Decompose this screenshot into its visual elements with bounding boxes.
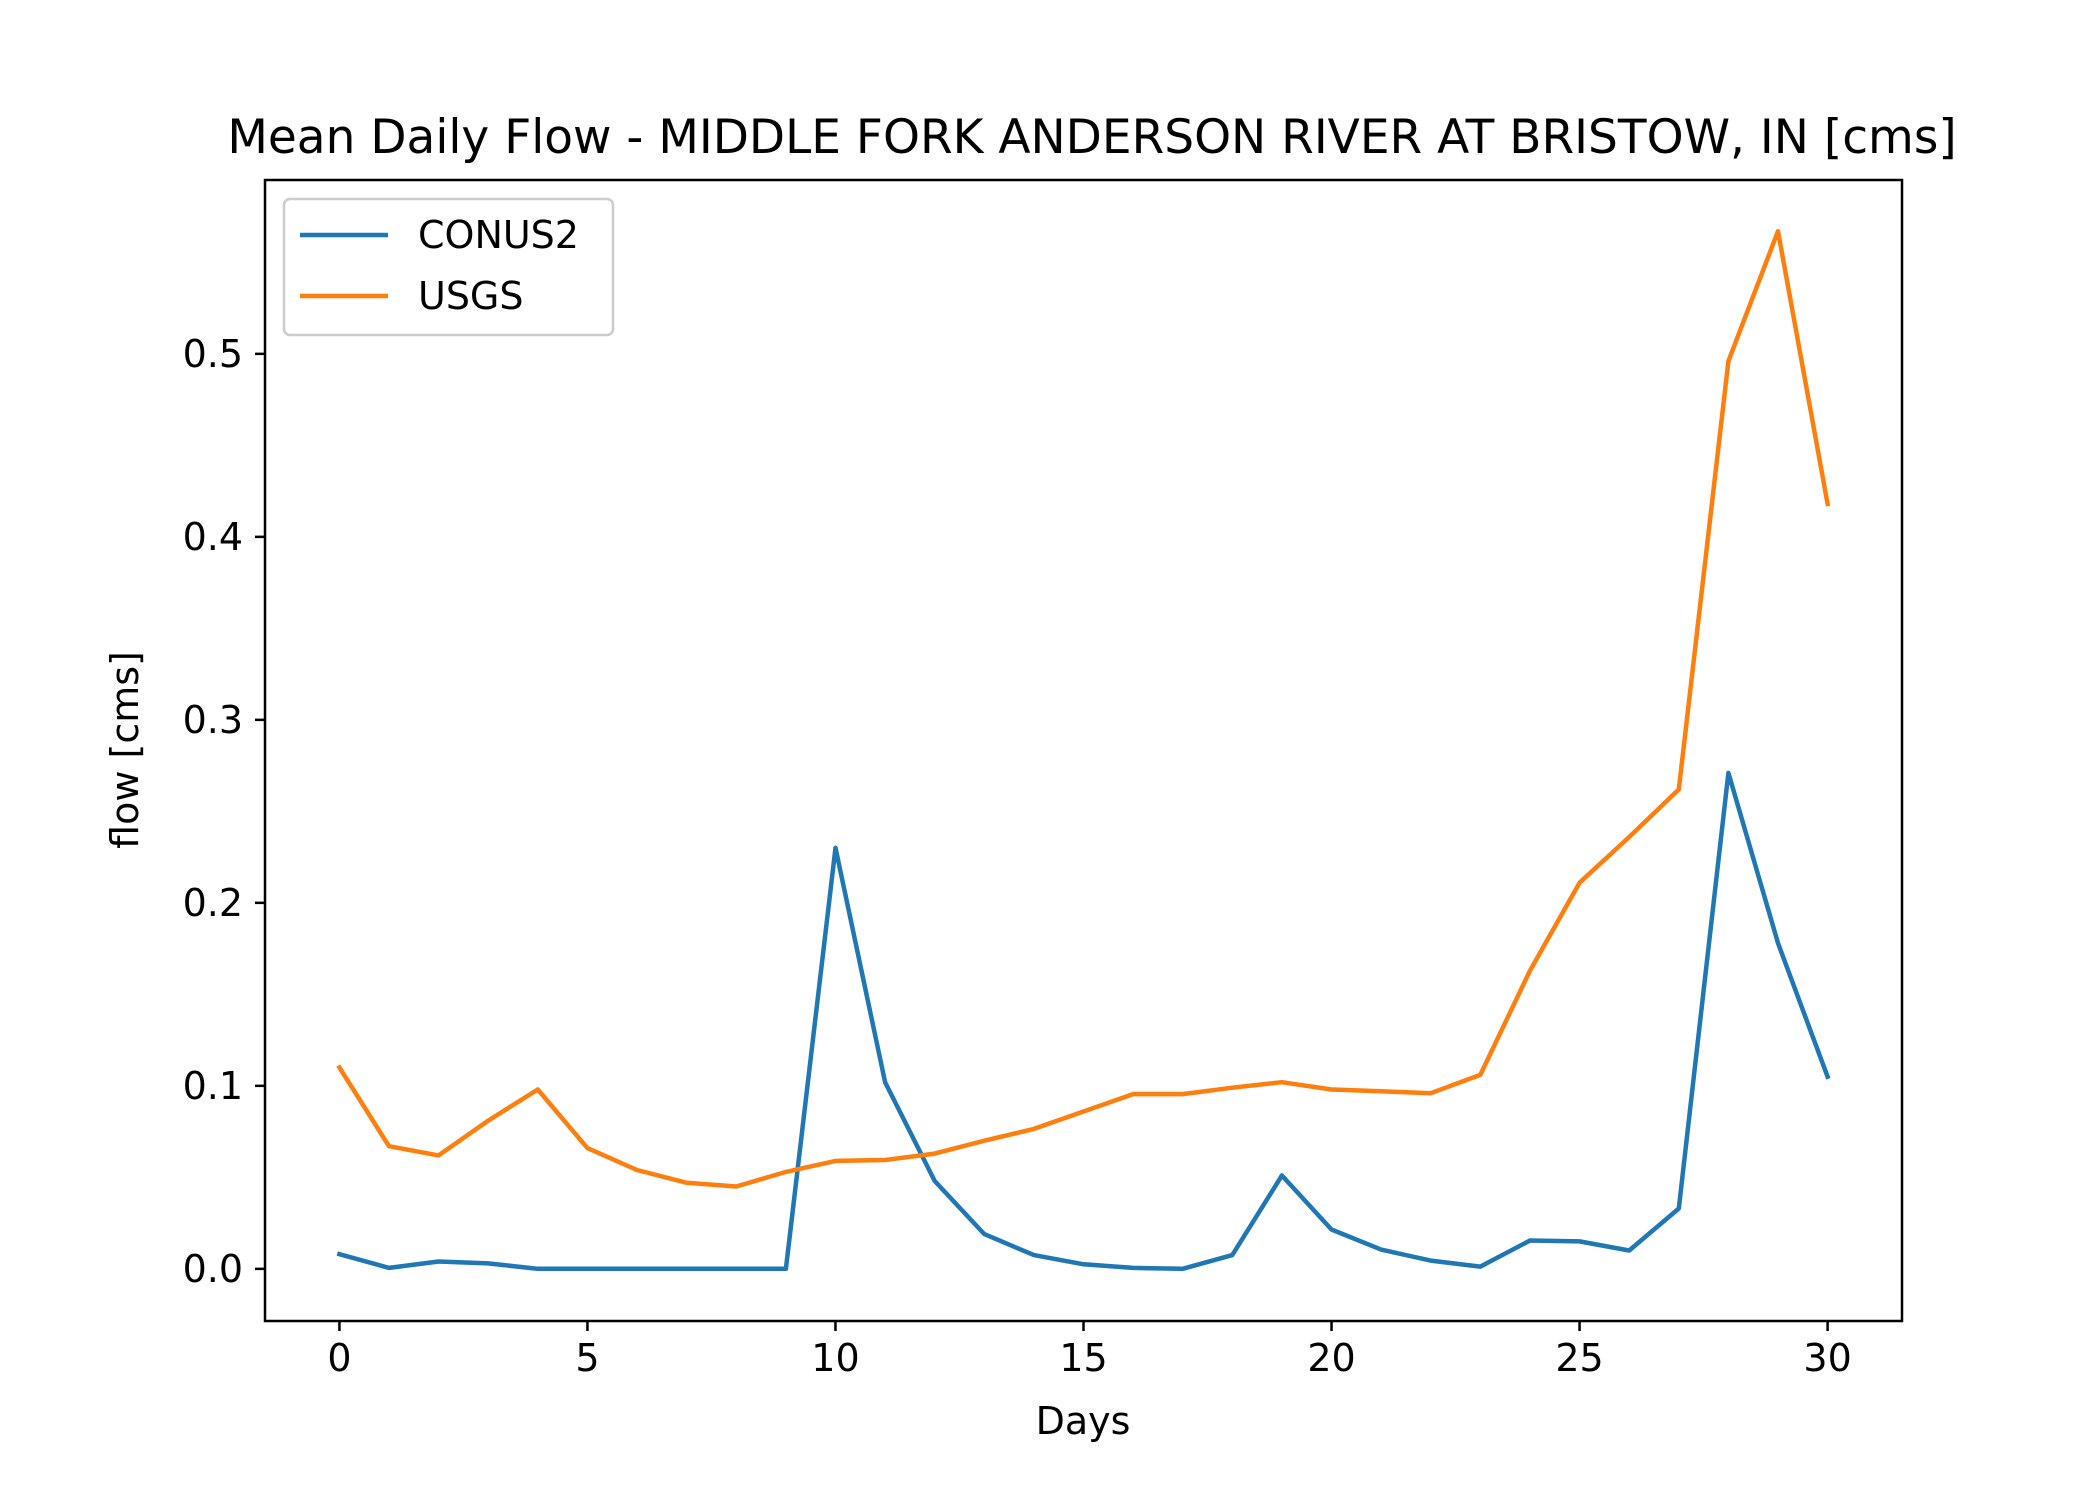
y-tick-label: 0.1 <box>183 1064 243 1108</box>
plot-frame <box>263 178 1904 1323</box>
x-tick-label: 15 <box>1059 1336 1107 1380</box>
series-layer <box>336 228 1831 1272</box>
x-axis-label: Days <box>1036 1399 1131 1443</box>
y-tick-label: 0.0 <box>183 1247 243 1291</box>
x-tick-label: 20 <box>1307 1336 1355 1380</box>
legend: CONUS2 USGS <box>282 197 615 337</box>
y-tick-label: 0.3 <box>183 698 243 742</box>
y-axis-ticks: 0.0 0.1 0.2 0.3 0.4 0.5 <box>183 332 265 1291</box>
x-tick-label: 0 <box>327 1336 351 1380</box>
x-tick-label: 5 <box>575 1336 599 1380</box>
chart-title: Mean Daily Flow - MIDDLE FORK ANDERSON R… <box>227 110 1956 165</box>
legend-label-conus2: CONUS2 <box>418 213 579 257</box>
legend-label-usgs: USGS <box>418 274 524 318</box>
x-tick-label: 25 <box>1555 1336 1603 1380</box>
series-line-usgs <box>336 228 1831 1189</box>
x-axis-ticks: 0 5 10 15 20 25 30 <box>327 1321 1852 1380</box>
y-tick-label: 0.4 <box>183 515 243 559</box>
x-tick-label: 10 <box>811 1336 859 1380</box>
x-tick-label: 30 <box>1803 1336 1851 1380</box>
y-axis-label: flow [cms] <box>103 651 147 849</box>
y-tick-label: 0.5 <box>183 332 243 376</box>
series-line-conus2 <box>336 770 1831 1272</box>
y-tick-label: 0.2 <box>183 881 243 925</box>
